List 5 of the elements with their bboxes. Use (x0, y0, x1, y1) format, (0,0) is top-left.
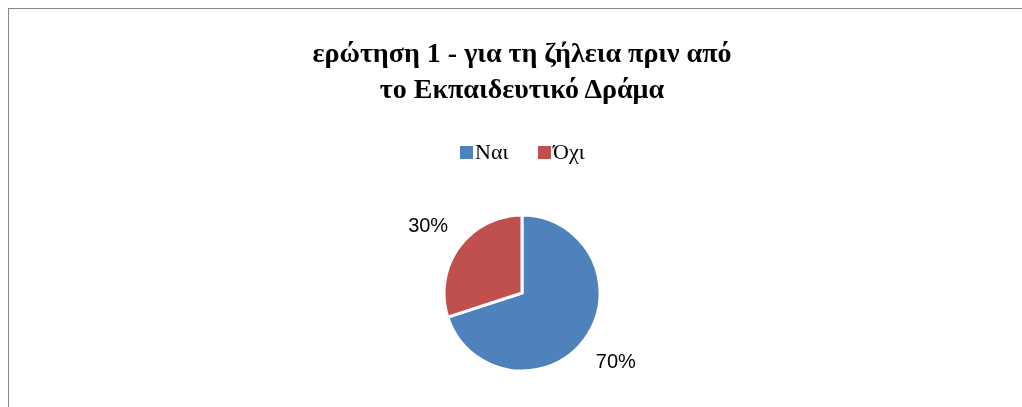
legend-label: Όχι (552, 139, 585, 164)
chart-title: ερώτηση 1 - για τη ζήλεια πριν από το Εκπαιδευτικό Δράμα (312, 37, 732, 104)
legend-label: Ναι (475, 139, 509, 164)
data-label: 30% (408, 213, 449, 236)
data-label: 70% (595, 350, 637, 373)
